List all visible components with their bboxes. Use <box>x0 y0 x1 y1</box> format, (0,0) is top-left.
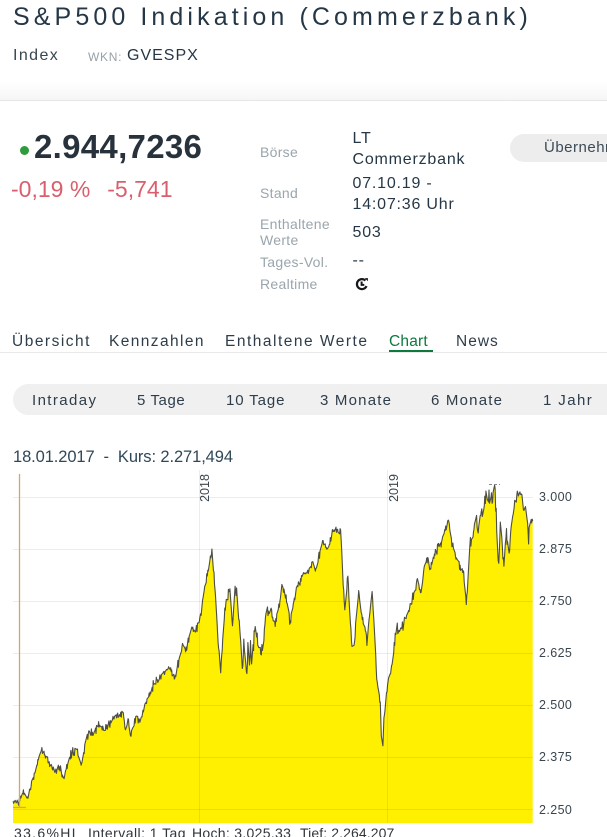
svg-text:2019: 2019 <box>387 474 401 502</box>
svg-text:2018: 2018 <box>198 474 212 502</box>
